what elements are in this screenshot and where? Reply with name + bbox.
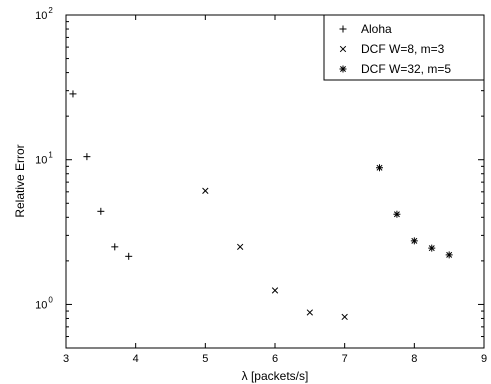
- point-dcf-w32: [428, 244, 436, 252]
- point-dcf-w32: [393, 210, 401, 218]
- x-axis-label: λ [packets/s]: [242, 369, 309, 383]
- point-aloha: [83, 153, 91, 161]
- point-dcf-w8: [271, 287, 279, 294]
- y-tick-label: 102: [35, 6, 53, 22]
- x-tick-label: 7: [342, 353, 348, 365]
- point-aloha: [125, 252, 133, 260]
- legend-marker-1: [339, 25, 347, 33]
- y-tick-label: 101: [35, 151, 53, 167]
- point-aloha: [111, 243, 119, 251]
- legend: Aloha DCF W=8, m=3 DCF W=32, m=5: [323, 14, 485, 81]
- legend-box: [323, 14, 485, 81]
- y-axis-label: Relative Error: [13, 144, 27, 217]
- legend-label-aloha: Aloha: [361, 22, 392, 36]
- y-tick-labels: 100 101 102: [35, 6, 53, 311]
- x-tick-label: 9: [481, 353, 487, 365]
- legend-label-dcf-w32: DCF W=32, m=5: [361, 62, 451, 76]
- point-dcf-w32: [376, 164, 383, 172]
- point-dcf-w8: [237, 243, 244, 251]
- point-dcf-w8: [202, 187, 209, 194]
- x-tick-label: 8: [411, 353, 417, 365]
- point-dcf-w32: [445, 251, 453, 259]
- data-points: [69, 90, 453, 321]
- point-dcf-w8: [306, 309, 313, 316]
- point-aloha: [69, 90, 77, 98]
- x-tick-label: 4: [133, 353, 139, 365]
- point-dcf-w32: [410, 237, 418, 245]
- x-tick-label: 5: [202, 353, 208, 365]
- x-tick-label: 6: [272, 353, 278, 365]
- x-tick-labels: 3 4 5 6 7 8 9: [63, 353, 487, 365]
- y-tick-label: 100: [35, 295, 53, 311]
- legend-markers: [339, 25, 347, 73]
- point-aloha: [97, 207, 105, 215]
- legend-label-dcf-w8: DCF W=8, m=3: [361, 42, 445, 56]
- legend-marker-3: [339, 65, 347, 73]
- x-tick-label: 3: [63, 353, 69, 365]
- legend-marker-2: [339, 45, 347, 53]
- point-dcf-w8: [341, 313, 348, 321]
